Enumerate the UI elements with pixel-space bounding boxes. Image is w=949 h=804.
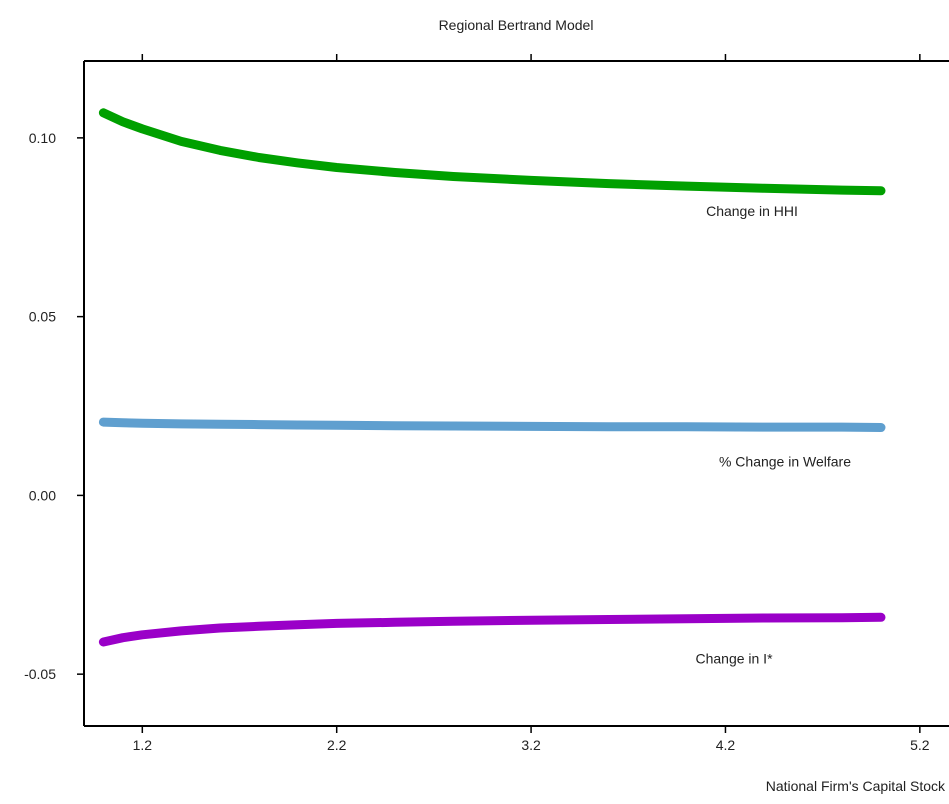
x-tick-label: 4.2 [716,737,736,753]
x-tick-label: 2.2 [327,737,347,753]
series-label: Change in HHI [706,203,798,219]
y-tick-label: 0.10 [29,130,56,146]
x-tick-label: 5.2 [910,737,930,753]
series-label: Change in I* [695,650,773,666]
y-tick-label: 0.05 [29,309,56,325]
series-line [103,422,881,427]
x-axis-label: National Firm's Capital Stock [766,778,946,794]
y-tick-label: 0.00 [29,487,56,503]
series-label: % Change in Welfare [719,453,851,469]
x-tick-label: 3.2 [521,737,541,753]
x-tick-label: 1.2 [133,737,153,753]
chart-title: Regional Bertrand Model [439,17,594,33]
y-tick-label: -0.05 [24,666,56,682]
